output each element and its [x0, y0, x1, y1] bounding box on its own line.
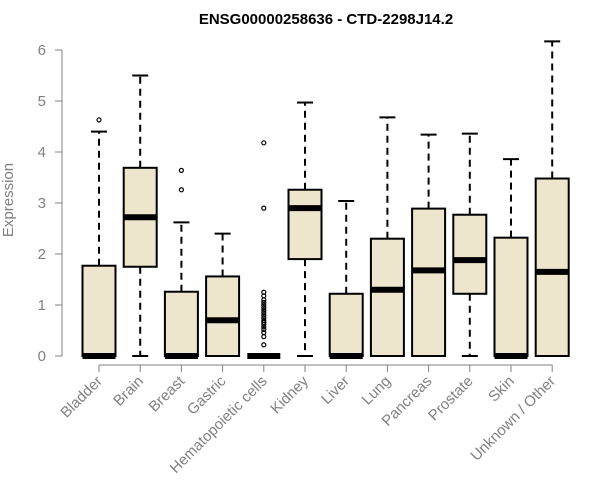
y-tick-label: 2 — [38, 246, 46, 263]
chart-title: ENSG00000258636 - CTD-2298J14.2 — [199, 11, 453, 28]
box-body — [287, 188, 323, 261]
outlier-point — [261, 302, 267, 308]
x-tick-label: Lung — [359, 373, 395, 409]
outlier-point — [96, 117, 102, 123]
box-kidney — [287, 101, 323, 357]
outlier-point — [261, 334, 267, 340]
outlier-point — [261, 304, 267, 311]
box-body — [205, 275, 241, 357]
x-tick-label: Liver — [318, 373, 353, 408]
outlier-point — [261, 317, 267, 323]
axes: 0 1 2 3 4 5 6 — [38, 42, 553, 372]
x-tick-label: Brain — [110, 373, 147, 410]
box-brain — [122, 74, 158, 357]
y-tick-label: 6 — [38, 42, 46, 59]
box-body — [81, 264, 117, 358]
outlier-point — [261, 342, 267, 348]
box-bladder — [81, 117, 117, 359]
x-tick-label: Skin — [485, 373, 518, 406]
x-tick-label: Bladder — [57, 373, 106, 422]
x-tick-label: Prostate — [425, 373, 477, 425]
x-tick-label: Breast — [146, 372, 189, 415]
box-liver — [328, 199, 364, 359]
outlier-point — [178, 167, 184, 173]
outlier-point — [261, 326, 267, 333]
box-body — [369, 237, 405, 357]
y-tick-label: 4 — [38, 144, 46, 161]
box-unknown-other — [534, 40, 570, 357]
outlier-point — [261, 312, 267, 318]
outlier-point — [261, 140, 267, 146]
y-tick-label: 1 — [38, 297, 46, 314]
box-pancreas — [411, 133, 447, 357]
y-tick-label: 0 — [38, 348, 46, 365]
outlier-point — [261, 310, 267, 316]
box-gastric — [205, 232, 241, 357]
box-lung — [369, 116, 405, 357]
box-prostate — [452, 132, 488, 357]
y-axis-label: Expression — [0, 163, 17, 237]
box-body — [452, 213, 488, 295]
outlier-point — [261, 329, 267, 336]
box-body — [493, 236, 529, 357]
outlier-point — [261, 315, 267, 321]
box-body — [411, 207, 447, 357]
outlier-point — [178, 187, 184, 193]
box-breast — [163, 167, 199, 359]
y-tick-label: 5 — [38, 93, 46, 110]
outlier-point — [261, 307, 267, 313]
boxes-group — [81, 40, 570, 359]
box-hematopoietic-cells — [247, 140, 281, 359]
outlier-point — [261, 205, 267, 211]
box-body — [163, 290, 199, 357]
outlier-point — [261, 299, 267, 306]
box-skin — [493, 158, 529, 359]
y-tick-label: 3 — [38, 195, 46, 212]
box-body — [534, 177, 570, 357]
x-tick-label: Kidney — [267, 372, 312, 417]
box-body — [328, 292, 364, 357]
outlier-point — [261, 289, 267, 295]
